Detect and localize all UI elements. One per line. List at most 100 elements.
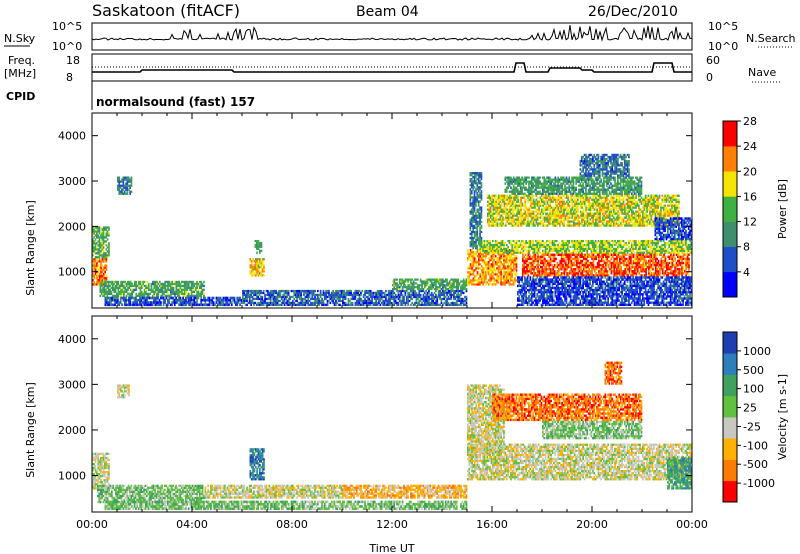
freq-unit: [MHz] — [4, 67, 36, 80]
power-pixel — [355, 298, 357, 300]
power-pixel — [135, 281, 137, 283]
power-pixel — [484, 269, 486, 271]
power-pixel — [478, 261, 480, 263]
power-pixel — [575, 252, 577, 254]
power-pixel — [639, 246, 641, 248]
power-pixel — [100, 273, 102, 275]
power-pixel — [296, 300, 298, 302]
power-pixel — [485, 273, 487, 275]
power-pixel — [410, 296, 412, 298]
power-pixel — [413, 288, 415, 290]
power-pixel — [171, 304, 173, 307]
power-pixel — [538, 240, 540, 242]
power-pixel — [318, 298, 320, 300]
power-pixel — [627, 244, 629, 246]
power-pixel — [628, 242, 630, 244]
power-pixel — [108, 234, 110, 236]
power-pixel — [435, 284, 437, 286]
power-pixel — [479, 200, 481, 202]
power-pixel — [688, 254, 690, 256]
power-pixel — [118, 183, 120, 185]
power-pixel — [239, 304, 241, 307]
power-pixel — [516, 255, 518, 257]
power-pixel — [538, 250, 540, 252]
power-pixel — [479, 233, 481, 235]
power-pixel — [124, 281, 126, 283]
power-pixel — [99, 250, 101, 252]
power-pixel — [664, 246, 666, 248]
power-pixel — [481, 176, 483, 178]
power-pixel — [396, 288, 398, 290]
power-pixel — [339, 298, 341, 300]
power-pixel — [130, 301, 132, 304]
power-pixel — [202, 291, 204, 293]
power-pixel — [411, 298, 413, 300]
power-pixel — [539, 268, 541, 270]
power-pixel — [106, 264, 108, 266]
power-pixel — [485, 257, 487, 259]
power-pixel — [99, 256, 101, 258]
power-pixel — [528, 252, 530, 254]
power-pixel — [113, 283, 115, 285]
power-pixel — [495, 255, 497, 257]
power-pixel — [659, 274, 661, 276]
power-pixel — [420, 294, 422, 296]
power-pixel — [516, 265, 518, 267]
power-pixel — [252, 258, 254, 260]
power-pixel — [478, 243, 480, 245]
power-pixel — [476, 245, 478, 247]
power-pixel — [381, 294, 383, 296]
power-pixel — [457, 279, 459, 281]
power-pixel — [117, 297, 119, 300]
power-pixel — [609, 246, 611, 248]
power-pixel — [403, 282, 405, 284]
power-pixel — [398, 284, 400, 286]
power-pixel — [348, 298, 350, 300]
power-pixel — [467, 251, 469, 253]
power-pixel — [683, 268, 685, 270]
power-pixel — [636, 274, 638, 276]
power-pixel — [478, 204, 480, 206]
power-pixel — [457, 280, 459, 282]
power-pixel — [596, 248, 598, 250]
power-pixel — [381, 298, 383, 300]
power-pixel — [488, 252, 490, 254]
power-pixel — [148, 283, 150, 285]
power-pixel — [96, 258, 98, 260]
power-pixel — [438, 288, 440, 290]
power-pixel — [577, 250, 579, 252]
power-pixel — [601, 268, 603, 270]
power-pixel — [567, 244, 569, 246]
power-pixel — [124, 191, 126, 193]
power-pixel — [500, 248, 502, 250]
power-pixel — [586, 252, 588, 254]
nsearch-ytick-top: 10^5 — [708, 20, 738, 33]
power-pixel — [200, 281, 202, 283]
power-pixel — [467, 249, 469, 251]
power-pixel — [479, 180, 481, 182]
power-pixel — [620, 250, 622, 252]
power-pixel — [136, 301, 138, 304]
power-pixel — [614, 240, 616, 242]
power-pixel — [292, 300, 294, 302]
power-pixel — [93, 250, 95, 252]
power-pixel — [528, 274, 530, 276]
power-pixel — [342, 300, 344, 302]
power-pixel — [127, 193, 129, 195]
power-pixel — [258, 268, 260, 270]
power-pixel — [475, 269, 477, 271]
power-pixel — [107, 238, 109, 240]
power-pixel — [480, 263, 482, 265]
power-pixel — [510, 271, 512, 273]
power-pixel — [484, 259, 486, 261]
power-echo-region — [522, 254, 690, 277]
power-pixel — [192, 289, 194, 291]
power-pixel — [106, 258, 108, 260]
power-pixel — [102, 271, 104, 273]
power-pixel — [626, 254, 628, 256]
power-pixel — [273, 294, 275, 296]
power-pixel — [564, 274, 566, 276]
power-pixel — [495, 269, 497, 271]
power-pixel — [402, 294, 404, 296]
power-pixel — [311, 296, 313, 298]
